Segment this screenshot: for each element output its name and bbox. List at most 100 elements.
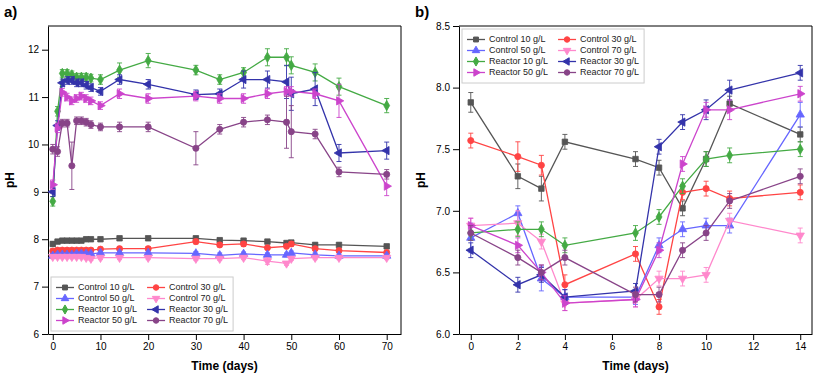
legend-symbol — [563, 48, 570, 54]
point — [633, 228, 639, 238]
legend-item: Control 30 g/L — [558, 34, 637, 44]
frame-line — [812, 26, 813, 334]
tick-label: 20 — [143, 341, 155, 352]
error-bar — [515, 250, 520, 265]
point — [193, 92, 200, 100]
series-line — [471, 221, 800, 304]
y-tick: 7 — [33, 281, 48, 292]
x-tick: 4 — [563, 334, 569, 352]
y-tick: 7.0 — [436, 206, 459, 217]
x-tick: 40 — [239, 334, 251, 352]
error-bar — [336, 167, 341, 176]
point — [513, 281, 520, 289]
point — [656, 291, 662, 297]
legend-symbol — [473, 57, 478, 66]
x-tick: 20 — [143, 334, 155, 352]
point — [217, 126, 223, 132]
tick-mark — [612, 334, 613, 340]
series-line — [53, 120, 387, 174]
legend-label: Control 30 g/L — [580, 34, 637, 44]
error-bar — [704, 226, 709, 241]
error-bar — [468, 133, 473, 148]
point — [263, 259, 271, 266]
axis-line — [459, 27, 460, 335]
point — [797, 173, 803, 179]
point — [287, 256, 295, 263]
error-bar — [146, 122, 151, 131]
legend-symbol — [474, 37, 479, 42]
point — [515, 224, 521, 234]
point — [539, 186, 544, 191]
point — [145, 236, 150, 241]
axis-line — [48, 27, 49, 335]
series — [468, 142, 803, 253]
legend-symbol — [472, 46, 479, 52]
error-bar — [98, 237, 103, 241]
point — [217, 74, 223, 84]
tick-mark — [53, 334, 54, 340]
point — [679, 247, 685, 253]
panel: 024681012146.06.57.07.58.08.5Control 10 … — [414, 3, 813, 373]
series — [50, 49, 390, 207]
point — [797, 189, 803, 195]
legend-label: Reactor 50 g/L — [489, 67, 548, 77]
point — [725, 218, 733, 225]
series-line — [53, 57, 387, 201]
error-bar — [539, 222, 544, 237]
point — [797, 132, 802, 137]
legend-symbol — [62, 305, 67, 314]
x-tick: 10 — [95, 334, 107, 352]
series — [48, 65, 389, 196]
error-bar — [633, 247, 638, 262]
point — [680, 206, 685, 211]
x-tick: 70 — [382, 334, 394, 352]
error-bar — [704, 181, 709, 196]
x-tick: 6 — [610, 334, 616, 352]
plot-area — [48, 49, 391, 268]
error-bar — [284, 96, 289, 148]
error-bar — [468, 93, 473, 113]
tick-label: 0 — [468, 341, 474, 352]
panel-title: a) — [4, 3, 17, 20]
tick-label: 7.0 — [436, 206, 450, 217]
point — [193, 145, 199, 151]
plot-area — [466, 65, 805, 314]
point — [96, 87, 103, 95]
point — [334, 149, 341, 157]
point — [98, 236, 103, 241]
tick-label: 10 — [28, 139, 40, 150]
tick-mark — [42, 239, 48, 240]
legend-label: Control 70 g/L — [580, 45, 637, 55]
point — [703, 154, 709, 164]
legend: Control 10 g/LControl 30 g/LControl 50 g… — [51, 277, 233, 331]
legend-symbol — [152, 306, 158, 313]
error-bar — [384, 98, 389, 112]
error-bar — [633, 152, 638, 167]
point — [117, 90, 124, 98]
tick-label: 2 — [516, 341, 522, 352]
series-line — [471, 73, 800, 297]
legend-item: Reactor 50 g/L — [467, 67, 548, 77]
point — [239, 75, 246, 83]
point — [703, 230, 709, 236]
legend-label: Reactor 50 g/L — [78, 315, 137, 325]
point — [515, 154, 521, 160]
tick-label: 8 — [657, 341, 663, 352]
point — [515, 174, 520, 179]
error-bar — [50, 197, 55, 206]
error-bar — [539, 265, 544, 280]
legend-symbol — [63, 317, 69, 324]
legend-item: Reactor 10 g/L — [467, 56, 548, 66]
point — [336, 169, 342, 175]
y-tick: 6.5 — [436, 267, 459, 278]
error-bar — [657, 160, 662, 175]
x-tick: 60 — [334, 334, 346, 352]
x-tick: 50 — [286, 334, 298, 352]
point — [88, 236, 93, 241]
legend-label: Reactor 70 g/L — [169, 315, 228, 325]
error-bar — [798, 185, 803, 200]
legend-symbol — [153, 318, 159, 324]
y-tick: 8.0 — [436, 82, 459, 93]
point — [727, 198, 733, 204]
point — [656, 212, 662, 222]
